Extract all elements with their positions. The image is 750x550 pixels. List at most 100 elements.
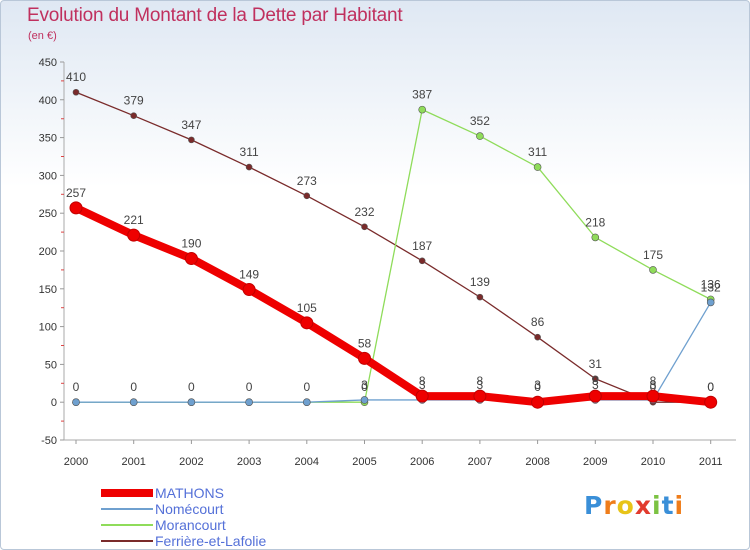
data-label-morancourt: 387: [412, 88, 432, 102]
y-tick-label: 450: [39, 57, 57, 69]
x-tick-label: 2004: [295, 456, 319, 468]
data-point-nomecourt: [245, 398, 253, 407]
data-point-ferriere-et-lafolie: [534, 333, 541, 341]
data-label-mathons: 8: [592, 374, 599, 388]
series-line-ferriere-et-lafolie: [75, 91, 712, 403]
data-label-morancourt: 136: [701, 277, 721, 291]
x-tick-label: 2003: [237, 456, 261, 468]
y-tick-label: 350: [39, 133, 57, 145]
data-point-mathons: [415, 389, 429, 403]
logo-letter: r: [603, 491, 617, 520]
data-point-mathons: [704, 395, 718, 409]
y-tick-label: 400: [39, 95, 57, 107]
legend-label: Nomécourt: [155, 501, 224, 517]
data-point-mathons: [588, 389, 602, 403]
logo-letter: x: [634, 491, 652, 520]
logo-letter: i: [652, 491, 662, 520]
data-label-ferriere-et-lafolie: 0: [707, 380, 714, 394]
data-label-ferriere-et-lafolie: 311: [240, 145, 259, 159]
data-point-nomecourt: [72, 398, 80, 407]
data-label-nomecourt: 3: [361, 378, 368, 392]
data-point-morancourt: [591, 233, 600, 242]
data-label-mathons: 8: [419, 374, 426, 388]
data-point-ferriere-et-lafolie: [591, 375, 599, 383]
data-label-mathons: 8: [650, 374, 657, 388]
data-point-ferriere-et-lafolie: [303, 192, 311, 200]
data-point-mathons: [473, 389, 487, 403]
x-tick-label: 2006: [410, 456, 434, 468]
data-label-ferriere-et-lafolie: 232: [354, 205, 374, 219]
x-tick-label: 2007: [468, 456, 492, 468]
data-label-mathons: 8: [477, 374, 484, 388]
data-label-morancourt: 0: [73, 380, 80, 394]
data-label-nomecourt: 3: [650, 378, 657, 392]
y-tick-label: 0: [51, 397, 57, 409]
data-point-ferriere-et-lafolie: [245, 163, 253, 171]
data-label-morancourt: 0: [246, 380, 253, 394]
data-label-morancourt: 0: [361, 380, 368, 394]
data-label-ferriere-et-lafolie: 410: [66, 70, 86, 84]
logo-letter: i: [674, 491, 685, 520]
data-point-ferriere-et-lafolie: [361, 223, 368, 231]
legend-swatch: [101, 524, 153, 526]
data-point-morancourt: [533, 163, 542, 171]
data-label-ferriere-et-lafolie: 273: [297, 174, 317, 188]
data-label-ferriere-et-lafolie: 0: [650, 380, 657, 394]
data-point-mathons: [242, 283, 256, 297]
data-point-mathons: [300, 316, 314, 330]
data-point-nomecourt: [302, 398, 311, 407]
data-label-morancourt: 0: [188, 380, 195, 394]
x-tick-label: 2002: [179, 456, 203, 468]
logo-letter: t: [661, 491, 675, 520]
data-point-nomecourt: [129, 398, 138, 407]
data-label-mathons: 58: [358, 336, 372, 350]
data-point-mathons: [531, 395, 545, 409]
data-label-morancourt: 175: [643, 248, 663, 262]
data-label-mathons: 149: [239, 268, 259, 282]
data-point-ferriere-et-lafolie: [72, 88, 80, 96]
x-tick-label: 2009: [583, 456, 607, 468]
data-label-ferriere-et-lafolie: 139: [470, 275, 490, 289]
y-tick-label: -50: [41, 435, 57, 447]
data-label-mathons: 190: [181, 237, 201, 251]
chart-subtitle: (en €): [28, 30, 57, 42]
legend-label: Ferrière-et-Lafolie: [155, 533, 267, 549]
data-label-mathons: 0: [534, 380, 541, 394]
legend-swatch: [101, 489, 153, 497]
data-label-mathons: 0: [707, 380, 714, 394]
data-point-ferriere-et-lafolie: [188, 136, 195, 144]
data-point-nomecourt: [706, 298, 715, 307]
data-label-morancourt: 0: [303, 380, 310, 394]
data-point-mathons: [184, 252, 198, 266]
y-tick-label: 50: [45, 359, 57, 371]
data-label-nomecourt: 3: [419, 378, 426, 392]
y-tick-label: 100: [39, 322, 57, 334]
legend-label: MATHONS: [155, 485, 224, 501]
data-point-ferriere-et-lafolie: [418, 257, 426, 265]
data-label-morancourt: 0: [130, 380, 137, 394]
series-line-morancourt: [75, 108, 712, 403]
legend-swatch: [101, 508, 153, 510]
x-tick-label: 2010: [641, 456, 665, 468]
data-point-mathons: [127, 228, 141, 242]
data-point-morancourt: [418, 105, 427, 114]
data-label-nomecourt: 3: [592, 378, 599, 392]
data-label-morancourt: 311: [528, 145, 547, 159]
x-tick-label: 2011: [699, 456, 723, 468]
y-tick-label: 300: [39, 170, 57, 182]
data-point-mathons: [646, 389, 660, 403]
data-label-nomecourt: 132: [701, 280, 721, 294]
y-tick-label: 150: [39, 284, 57, 296]
data-label-morancourt: 218: [585, 215, 605, 229]
data-label-nomecourt: 3: [534, 378, 541, 392]
data-label-nomecourt: 3: [477, 378, 484, 392]
data-label-ferriere-et-lafolie: 187: [412, 239, 432, 253]
data-point-mathons: [358, 351, 371, 365]
data-label-ferriere-et-lafolie: 347: [181, 118, 201, 132]
y-tick-label: 250: [39, 208, 57, 220]
data-label-mathons: 221: [124, 213, 144, 227]
data-point-morancourt: [649, 266, 657, 274]
legend-swatch: [101, 540, 153, 542]
